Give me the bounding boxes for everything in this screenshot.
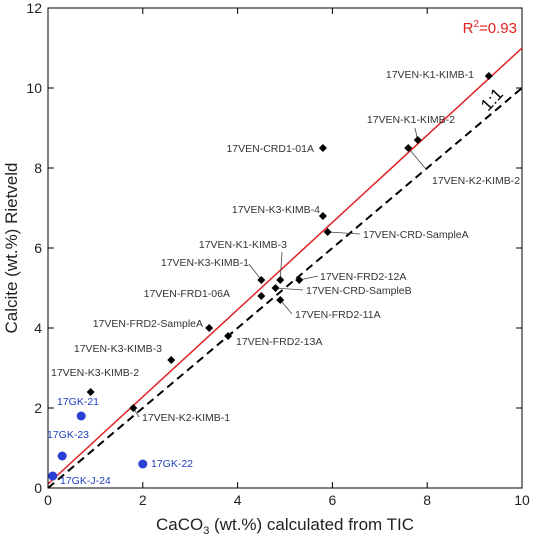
y-tick-label: 4: [34, 320, 42, 336]
point-label: 17VEN-CRD-SampleA: [363, 229, 469, 241]
one-to-one-label: 1:1: [477, 84, 507, 114]
leader-line: [279, 299, 293, 315]
data-point: [257, 292, 266, 300]
data-point: [167, 356, 176, 364]
data-point: [271, 284, 280, 292]
point-label: 17VEN-K3-KIMB-2: [51, 367, 139, 379]
x-axis-ticks: 0 2 4 6 8 10: [44, 8, 530, 508]
point-label: 17VEN-K2-KIMB-2: [432, 175, 520, 187]
y-tick-label: 0: [34, 480, 42, 496]
point-label: 17VEN-K2-KIMB-1: [142, 412, 230, 424]
data-point: [48, 471, 58, 481]
data-point: [76, 411, 86, 421]
point-label: 17VEN-K3-KIMB-1: [161, 257, 249, 269]
data-point: [129, 404, 138, 412]
point-label: 17VEN-K1-KIMB-1: [386, 69, 474, 81]
x-tick-label: 2: [139, 492, 147, 508]
x-tick-label: 8: [423, 492, 431, 508]
x-tick-label: 6: [329, 492, 337, 508]
point-label: 17VEN-K3-KIMB-4: [232, 204, 320, 216]
leader-line: [327, 231, 361, 235]
data-point: [318, 144, 327, 152]
point-label: 17GK-21: [57, 396, 99, 408]
regression-fit-line: [47, 47, 523, 485]
data-point: [413, 136, 422, 144]
y-tick-label: 12: [26, 0, 42, 16]
point-label: 17VEN-FRD1-06A: [144, 288, 230, 300]
data-point: [257, 276, 266, 284]
point-label: 17VEN-K1-KIMB-2: [367, 114, 455, 126]
data-point: [205, 324, 214, 332]
data-point: [484, 72, 493, 80]
leader-line: [275, 287, 304, 291]
leader-line: [248, 263, 262, 281]
leader-line: [407, 147, 426, 169]
x-tick-label: 4: [234, 492, 242, 508]
data-point: [86, 388, 95, 396]
data-point: [318, 212, 327, 220]
y-tick-label: 10: [26, 80, 42, 96]
data-point: [224, 332, 233, 340]
label-leader-lines: [132, 127, 426, 418]
data-point: [57, 451, 67, 461]
point-label: 17VEN-FRD2-11A: [295, 309, 381, 321]
y-tick-label: 2: [34, 400, 42, 416]
r2-label: R2=0.93: [463, 19, 517, 37]
data-point: [276, 276, 285, 284]
x-tick-label: 0: [44, 492, 52, 508]
data-point: [295, 276, 304, 284]
point-label: 17GK-22: [151, 458, 193, 470]
data-point: [276, 296, 285, 304]
point-label: 17VEN-K1-KIMB-3: [199, 239, 287, 251]
y-tick-label: 6: [34, 240, 42, 256]
x-axis-label: CaCO3 (wt.%) calculated from TIC: [156, 515, 414, 537]
data-point: [138, 459, 148, 469]
point-label: 17VEN-FRD2-13A: [236, 336, 322, 348]
data-points: [48, 72, 493, 481]
leader-line: [279, 251, 283, 281]
point-label: 17VEN-CRD-SampleB: [306, 285, 412, 297]
y-axis-ticks: 0 2 4 6 8 10 12: [26, 0, 522, 496]
x-tick-label: 10: [514, 492, 530, 508]
point-label: 17VEN-CRD1-01A: [226, 143, 314, 155]
data-point: [404, 144, 413, 152]
point-label: 17VEN-FRD2-12A: [320, 271, 406, 283]
point-label: 17GK-23: [47, 429, 89, 441]
data-point: [323, 228, 332, 236]
point-label: 17VEN-K3-KIMB-3: [74, 343, 162, 355]
point-label: 17VEN-FRD2-SampleA: [93, 318, 203, 330]
y-tick-label: 8: [34, 160, 42, 176]
point-label: 17GK-J-24: [60, 475, 111, 487]
point-labels: 17VEN-K1-KIMB-1 17VEN-K1-KIMB-2 17VEN-K2-K…: [47, 69, 520, 487]
y-axis-label: Calcite (wt.%) Rietveld: [2, 163, 21, 334]
